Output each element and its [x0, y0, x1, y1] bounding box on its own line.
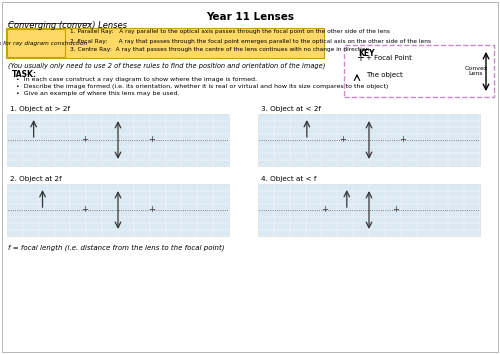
Bar [7, 184, 229, 236]
Text: The object: The object [366, 72, 403, 78]
FancyBboxPatch shape [6, 28, 324, 58]
Text: 1. Parallel Ray:   A ray parallel to the optical axis passes through the focal p: 1. Parallel Ray: A ray parallel to the o… [70, 29, 390, 34]
Text: +: + [339, 136, 346, 144]
Text: 4. Object at < f: 4. Object at < f [261, 176, 316, 182]
Text: •  In each case construct a ray diagram to show where the image is formed.: • In each case construct a ray diagram t… [16, 77, 257, 82]
Text: +: + [82, 206, 88, 215]
Text: Converging (convex) Lenses: Converging (convex) Lenses [8, 21, 127, 30]
FancyBboxPatch shape [344, 45, 494, 97]
Text: •  Describe the image formed (i.e. its orientation, whether it is real or virtua: • Describe the image formed (i.e. its or… [16, 84, 388, 89]
Text: +: + [356, 53, 364, 63]
Text: + Focal Point: + Focal Point [366, 55, 412, 61]
Text: f = focal length (i.e. distance from the lens to the focal point): f = focal length (i.e. distance from the… [8, 244, 224, 251]
Text: 1. Object at > 2f: 1. Object at > 2f [10, 106, 70, 112]
Text: Rules for ray diagram construction: Rules for ray diagram construction [0, 40, 87, 46]
FancyBboxPatch shape [7, 29, 65, 57]
Bar [258, 184, 480, 236]
Text: 2. Focal Ray:      A ray that passes through the focal point emerges parallel to: 2. Focal Ray: A ray that passes through … [70, 39, 431, 44]
Text: •  Give an example of where this lens may be used.: • Give an example of where this lens may… [16, 91, 179, 96]
Text: (You usually only need to use 2 of these rules to find the position and orientat: (You usually only need to use 2 of these… [8, 62, 326, 69]
Bar [7, 114, 229, 166]
Text: +: + [399, 136, 406, 144]
Text: 3. Centre Ray:  A ray that passes through the centre of the lens continues with : 3. Centre Ray: A ray that passes through… [70, 47, 369, 52]
Text: +: + [321, 206, 328, 215]
Text: KEY: KEY [358, 49, 374, 58]
Text: 2. Object at 2f: 2. Object at 2f [10, 176, 62, 182]
Text: 3. Object at < 2f: 3. Object at < 2f [261, 106, 321, 112]
Bar [258, 114, 480, 166]
Text: +: + [148, 206, 154, 215]
Text: +: + [148, 136, 154, 144]
Text: Year 11 Lenses: Year 11 Lenses [206, 12, 294, 22]
Text: TASK:: TASK: [12, 70, 37, 79]
Text: +: + [82, 136, 88, 144]
Text: Convex
Lens: Convex Lens [464, 65, 488, 76]
Text: +: + [392, 206, 399, 215]
